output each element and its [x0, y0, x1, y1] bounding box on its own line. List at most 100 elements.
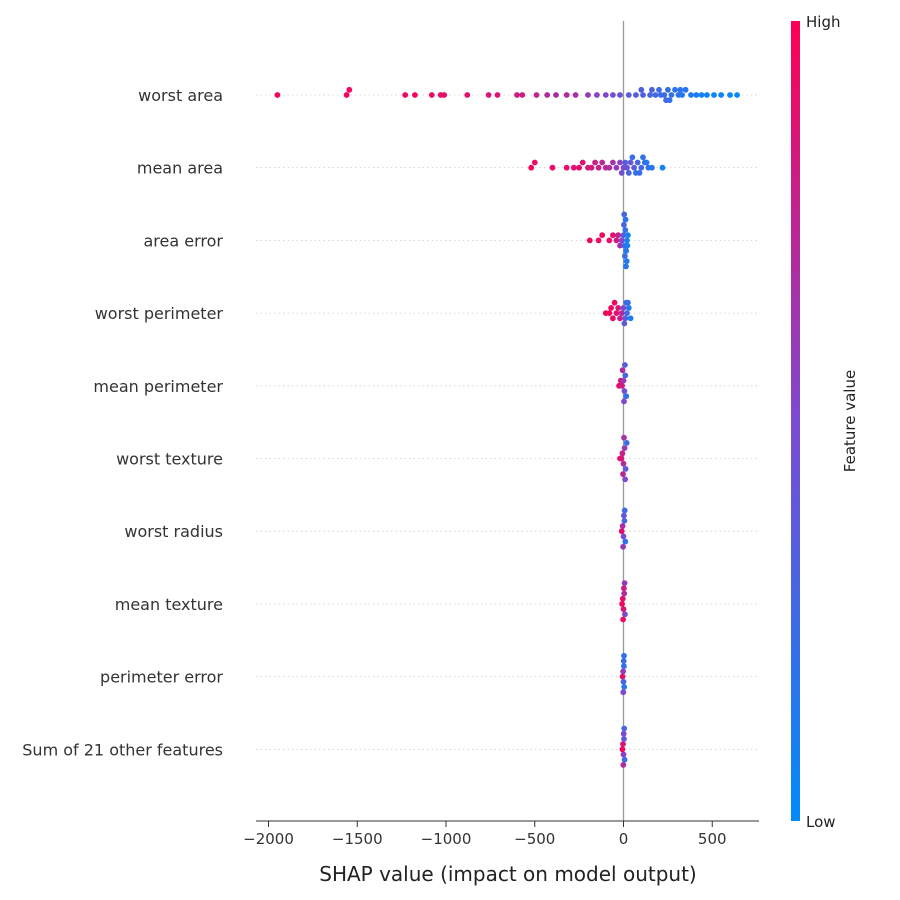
data-point	[636, 170, 643, 176]
colorbar-title: Feature value	[841, 370, 859, 472]
data-point	[610, 159, 616, 166]
data-point	[610, 92, 616, 98]
data-point	[638, 86, 645, 93]
data-point	[620, 689, 627, 696]
data-point	[631, 164, 637, 171]
data-point	[588, 164, 595, 171]
data-point	[620, 377, 627, 384]
data-point	[494, 92, 501, 98]
data-point	[343, 92, 350, 98]
data-point	[625, 299, 631, 306]
data-point	[618, 170, 625, 176]
data-point	[441, 92, 448, 98]
data-point	[576, 164, 582, 171]
data-point	[621, 585, 627, 592]
data-point	[544, 92, 551, 98]
data-point	[620, 762, 627, 768]
data-point	[649, 86, 655, 93]
data-point	[274, 92, 281, 98]
data-point	[627, 315, 634, 322]
data-point	[519, 92, 526, 98]
data-point	[620, 232, 627, 239]
data-point	[622, 476, 628, 483]
data-point	[528, 164, 535, 171]
data-point	[643, 159, 650, 166]
data-point	[428, 92, 435, 98]
data-point	[620, 730, 627, 737]
data-point	[711, 92, 717, 98]
data-point	[622, 159, 629, 166]
data-point	[621, 512, 627, 519]
data-point	[652, 92, 659, 98]
data-point	[618, 455, 625, 462]
data-point	[617, 242, 623, 249]
data-point	[672, 86, 678, 93]
data-point	[693, 92, 700, 98]
data-point	[619, 523, 626, 529]
data-point	[621, 507, 628, 514]
data-point	[620, 678, 627, 685]
data-point	[618, 310, 625, 316]
data-point	[514, 92, 520, 98]
data-point	[622, 253, 628, 259]
data-point	[346, 86, 353, 93]
feature-label: worst perimeter	[95, 304, 224, 323]
x-tick-label: −1000	[421, 830, 472, 848]
data-point	[625, 305, 632, 311]
data-point	[619, 367, 626, 374]
data-point	[610, 232, 616, 239]
data-point	[531, 159, 538, 166]
data-point	[698, 92, 705, 98]
data-point	[579, 159, 586, 166]
data-point	[623, 258, 630, 265]
feature-label: area error	[144, 231, 224, 250]
data-point	[621, 756, 628, 763]
data-point	[618, 237, 625, 244]
data-point	[572, 92, 579, 98]
data-point	[624, 164, 630, 171]
data-point	[682, 86, 689, 93]
data-point	[624, 242, 631, 249]
data-point	[619, 382, 625, 389]
data-point	[621, 445, 628, 451]
data-point	[617, 92, 623, 98]
data-point	[620, 606, 627, 612]
data-point	[549, 164, 556, 171]
data-point	[640, 154, 646, 161]
data-point	[688, 92, 694, 98]
feature-label: Sum of 21 other features	[22, 740, 223, 759]
data-point	[615, 232, 622, 239]
data-point	[663, 97, 669, 104]
row-gridlines	[256, 94, 759, 750]
data-point	[617, 159, 623, 166]
data-point	[619, 450, 626, 457]
data-point	[633, 92, 639, 98]
data-point	[599, 232, 606, 239]
data-point	[661, 92, 668, 98]
feature-label: mean perimeter	[93, 377, 223, 396]
feature-label: mean texture	[115, 595, 223, 614]
data-point	[623, 440, 630, 446]
data-point	[677, 86, 684, 93]
data-point	[727, 92, 733, 98]
data-point	[619, 601, 625, 607]
data-point	[679, 92, 685, 98]
data-point	[613, 310, 620, 316]
data-point	[704, 92, 710, 98]
data-point	[621, 221, 627, 228]
data-points	[274, 86, 740, 768]
data-point	[611, 299, 618, 306]
data-point	[608, 305, 614, 311]
data-point	[620, 305, 627, 311]
data-point	[623, 393, 630, 400]
data-point	[586, 237, 593, 244]
data-point	[622, 466, 629, 472]
data-point	[623, 263, 629, 270]
data-point	[595, 164, 602, 171]
data-point	[599, 159, 606, 166]
data-point	[594, 92, 600, 98]
data-point	[620, 543, 626, 550]
data-point	[625, 232, 631, 239]
data-point	[625, 92, 632, 98]
data-point	[620, 471, 626, 477]
